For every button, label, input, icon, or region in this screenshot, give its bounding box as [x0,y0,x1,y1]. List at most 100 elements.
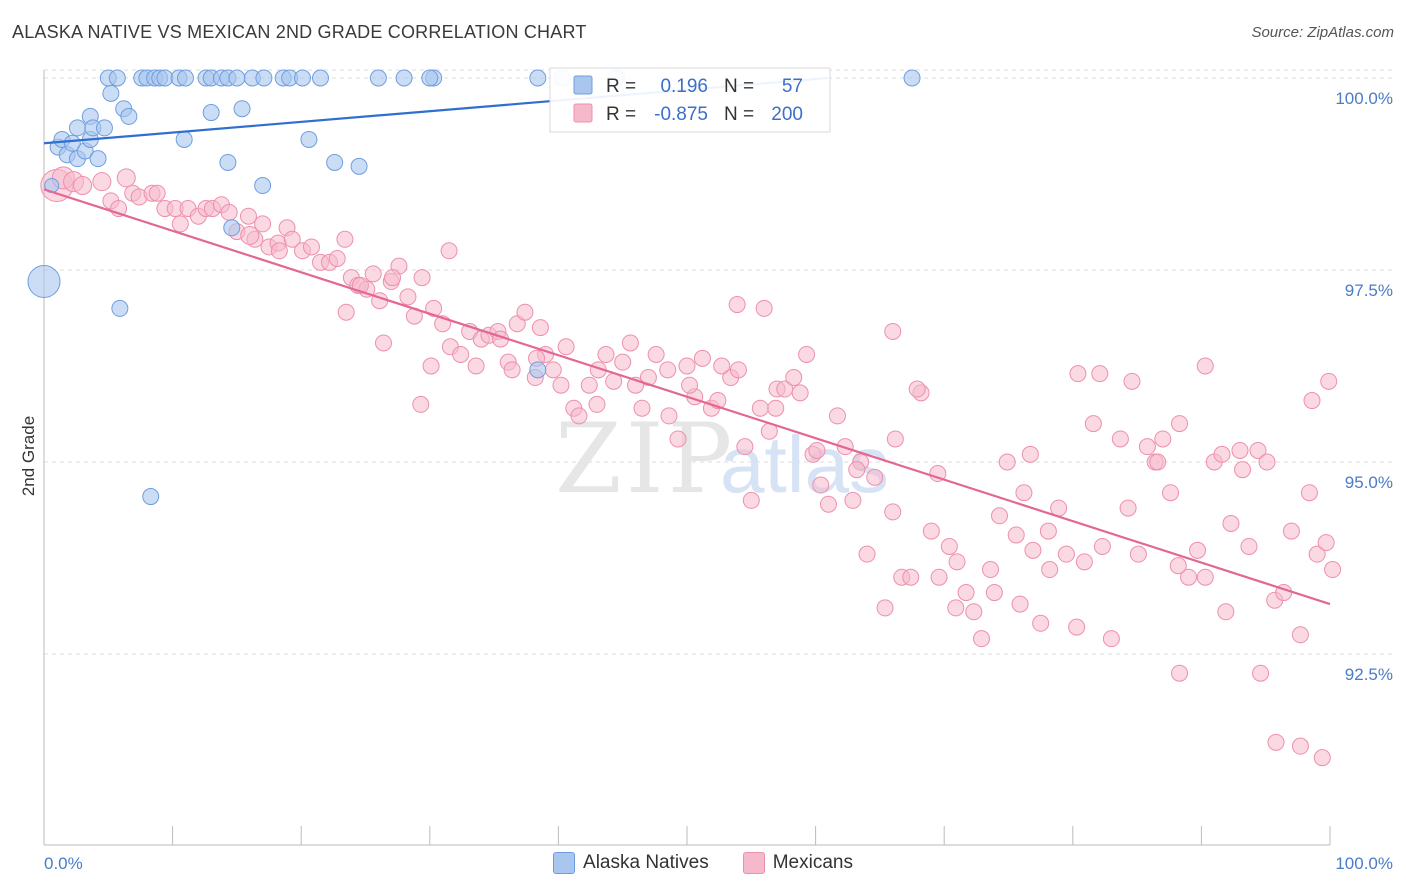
mexican-point [283,230,301,248]
mexican-point [1267,733,1285,751]
alaska-natives-swatch [553,852,576,874]
mexican-point [886,430,904,448]
mexican-point [1138,438,1156,456]
mexican-point [1258,453,1276,471]
mexican-point [1069,365,1087,383]
mexican-point [1102,630,1120,648]
mexican-point [413,269,431,287]
alaska-native-point [529,69,547,87]
mexican-point [742,491,760,509]
mexican-point [1196,568,1214,586]
mexican-point [1317,534,1335,552]
mexican-point [1189,541,1207,559]
mexican-point [848,461,866,479]
mexican-point [729,361,747,379]
mexican-point [148,184,166,202]
mexican-point [930,568,948,586]
alaska-native-point [369,69,387,87]
mexican-point [957,584,975,602]
legend-swatch-alaska [573,75,593,95]
legend-r-value-2: -0.875 [654,104,708,125]
mexican-point [929,465,947,483]
mexican-point [713,357,731,375]
mexican-point [884,503,902,521]
mexican-point [633,399,651,417]
mexican-point [985,584,1003,602]
mexican-point [940,537,958,555]
mexican-point [1231,441,1249,459]
mexican-point [364,265,382,283]
mexican-point [1169,557,1187,575]
alaska-native-point [254,177,272,195]
mexicans-trend-line [43,188,1331,606]
legend-r-value-1: 0.196 [660,76,708,97]
mexican-point [1171,664,1189,682]
alaska-native-point [175,130,193,148]
mexican-point [1091,365,1109,383]
mexican-point [270,242,288,260]
mexican-point [812,476,830,494]
alaska-native-point [903,69,921,87]
alaska-native-point [233,100,251,118]
mexican-point [1007,526,1025,544]
alaska-native-point [95,119,113,137]
mexican-point [819,495,837,513]
mexican-point [981,561,999,579]
y-tick-label: 100.0% [1335,89,1393,108]
mexican-point [1162,484,1180,502]
alaska-natives-label: Alaska Natives [583,852,709,873]
y-tick-label: 92.5% [1345,665,1393,684]
mexican-point [425,299,443,317]
alaska-native-point [111,299,129,317]
mexican-point [552,376,570,394]
mexican-point [808,441,826,459]
x-tick-label-min: 0.0% [44,854,83,873]
mexican-point [1021,445,1039,463]
alaska-native-point [102,84,120,102]
mexican-point [337,303,355,321]
mexican-point [1057,545,1075,563]
mexican-point [1015,484,1033,502]
mexican-point [440,242,458,260]
alaska-native-point [350,157,368,175]
alaska-native-point [293,69,311,87]
mexican-point [647,345,665,363]
mexican-point [220,203,238,221]
source-label: Source: ZipAtlas.com [1251,24,1394,41]
mexican-point [908,380,926,398]
mexican-point [1024,541,1042,559]
alaska-native-point [255,69,273,87]
mexican-point [1308,545,1326,563]
mexican-point [791,384,809,402]
mexican-point [1171,415,1189,433]
trend-lines [43,76,1331,606]
mexicans-swatch [742,852,765,874]
mexican-point [1213,445,1231,463]
mexican-point [1039,522,1057,540]
mexican-point [171,215,189,233]
mexican-point [384,269,402,287]
alaska-native-point [27,265,61,299]
x-tick-label-max: 100.0% [1335,854,1393,873]
stats-legend: R = 0.196 N = 57 R = -0.875 N = 200 [549,67,831,133]
alaska-native-point [89,150,107,168]
alaska-native-point [108,69,126,87]
mexican-point [412,395,430,413]
mexican-point [336,230,354,248]
mexican-point [1149,453,1167,471]
alaska-native-point [228,69,246,87]
alaska-native-point [421,69,439,87]
tick-labels: 92.5% 95.0% 97.5% 100.0% 0.0% 100.0% [44,89,1393,873]
mexican-point [375,334,393,352]
mexican-point [990,507,1008,525]
mexican-point [1011,595,1029,613]
alaska-native-point [68,119,86,137]
alaska-native-point [300,130,318,148]
alaska-native-point [63,134,81,152]
mexican-point [570,407,588,425]
mexican-point [580,376,598,394]
mexican-point [659,361,677,379]
mexican-point [73,176,93,196]
alaska-native-point [156,69,174,87]
mexican-point [597,345,615,363]
